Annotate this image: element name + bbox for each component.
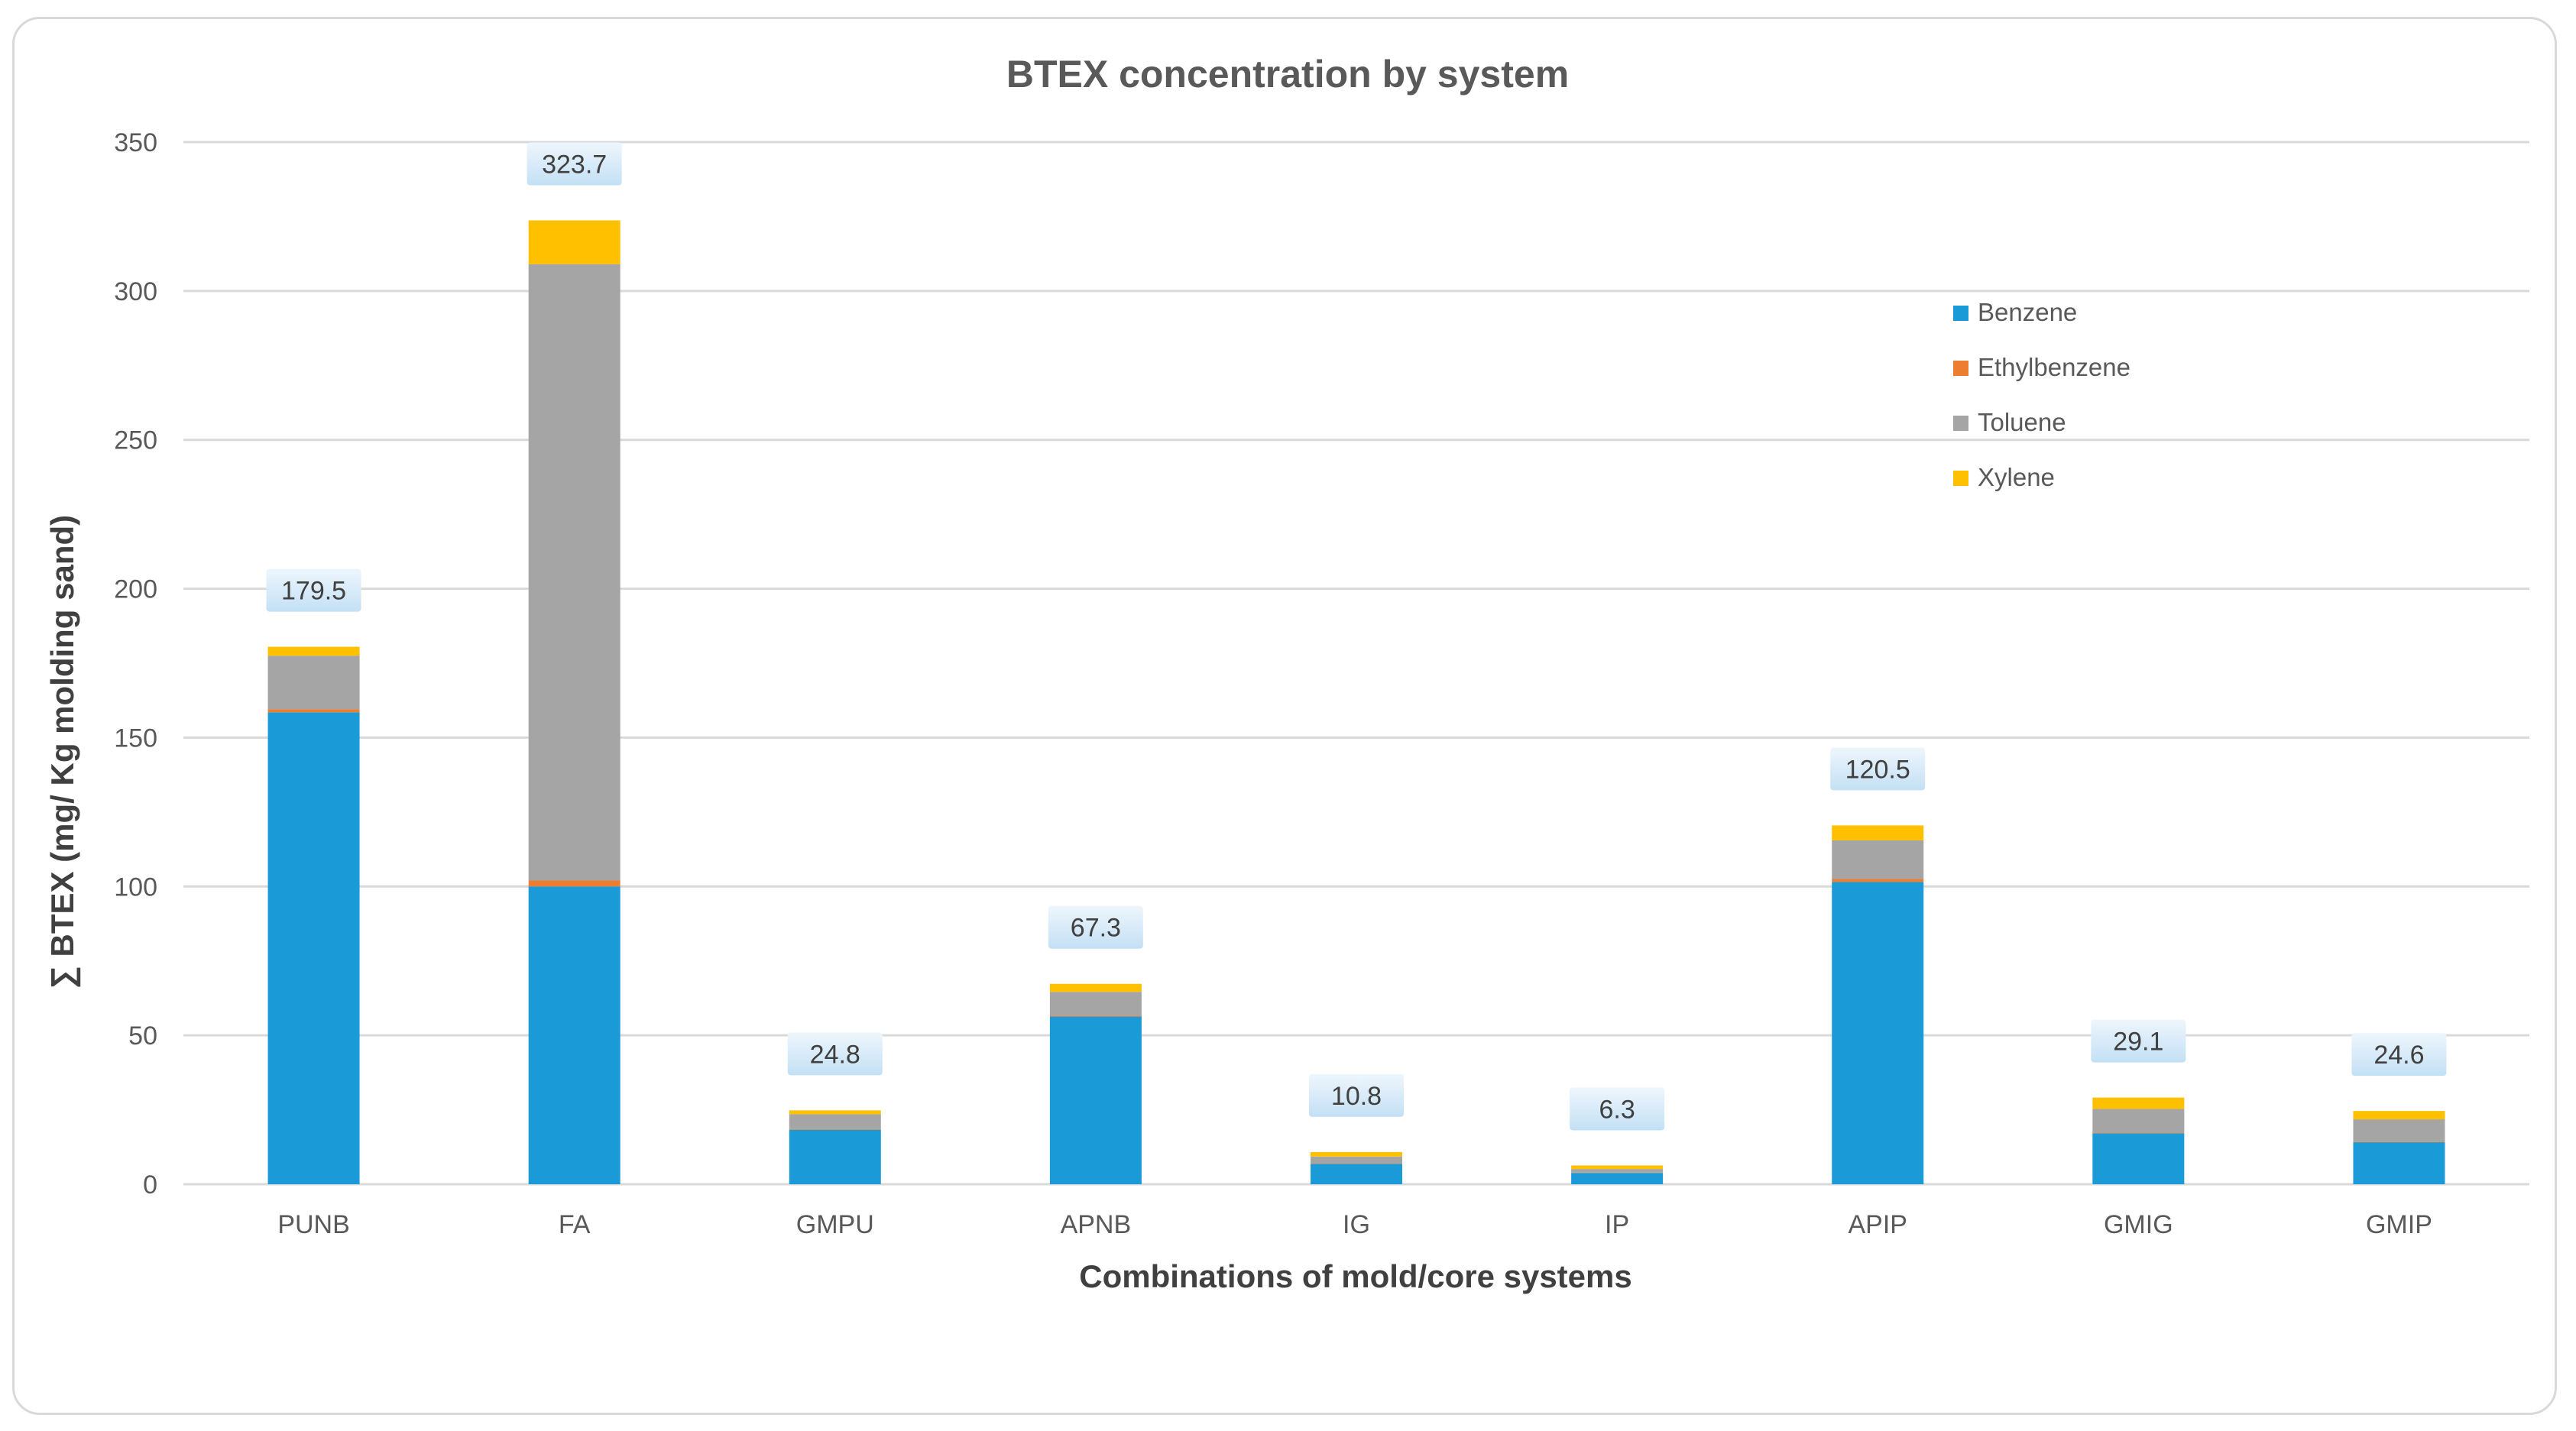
legend: Benzene Ethylbenzene Toluene Xylene [1953, 298, 2130, 491]
bar-gmpu-toluene [789, 1114, 881, 1129]
data-label-fa: 323.7 [542, 150, 607, 179]
legend-label-xylene: Xylene [1978, 463, 2055, 491]
bar-gmig-ethylbenzene [2092, 1132, 2185, 1134]
y-tick-label-200: 200 [114, 575, 157, 604]
bar-ip-toluene [1571, 1169, 1664, 1173]
bar-gmig-xylene [2092, 1097, 2185, 1109]
x-axis-title: Combinations of mold/core systems [1079, 1258, 1631, 1294]
bar-ig-xylene [1311, 1151, 1402, 1157]
y-tick-label-300: 300 [114, 277, 157, 306]
y-tick-label-0: 0 [143, 1170, 157, 1200]
x-tick-label-ip: IP [1605, 1210, 1629, 1239]
data-label-ip: 6.3 [1599, 1095, 1635, 1124]
y-tick-label-350: 350 [114, 128, 157, 157]
bar-gmip-benzene [2353, 1142, 2445, 1184]
bar-gmip-toluene [2353, 1119, 2445, 1142]
bar-apnb-ethylbenzene [1049, 1015, 1142, 1017]
y-axis-title: ∑ BTEX (mg/ Kg molding sand) [44, 515, 81, 989]
legend-swatch-benzene [1953, 306, 1968, 321]
data-label-ig: 10.8 [1331, 1082, 1382, 1111]
bar-gmpu-xylene [789, 1110, 881, 1115]
data-label-box-apip [1830, 747, 1926, 791]
bar-punb-xylene [267, 646, 360, 656]
bar-gmip-ethylbenzene [2353, 1141, 2445, 1143]
data-label-box-fa [527, 142, 622, 186]
bar-apnb-benzene [1049, 1016, 1142, 1184]
x-tick-label-punb: PUNB [277, 1210, 349, 1239]
data-label-box-ip [1570, 1087, 1665, 1131]
bar-apnb-xylene [1049, 983, 1142, 992]
bar-ig-benzene [1311, 1164, 1402, 1184]
bar-gmpu-benzene [789, 1129, 881, 1184]
data-label-apip: 120.5 [1845, 755, 1910, 784]
x-tick-label-gmig: GMIG [2104, 1210, 2173, 1239]
x-tick-label-apnb: APNB [1061, 1210, 1132, 1239]
bar-fa-ethylbenzene [528, 880, 621, 887]
legend-label-ethylbenzene: Ethylbenzene [1978, 353, 2130, 381]
data-label-box-punb [266, 568, 361, 612]
bar-fa-xylene [528, 220, 621, 264]
bar-fa-benzene [528, 886, 621, 1184]
legend-swatch-ethylbenzene [1953, 361, 1968, 376]
bar-apnb-toluene [1049, 992, 1142, 1016]
bar-apip-benzene [1832, 882, 1924, 1184]
data-label-gmip: 24.6 [2373, 1041, 2424, 1070]
legend-swatch-toluene [1953, 416, 1968, 431]
legend-swatch-xylene [1953, 471, 1968, 486]
bar-punb-toluene [267, 656, 360, 710]
y-tick-label-100: 100 [114, 873, 157, 902]
bar-punb-benzene [267, 712, 360, 1184]
data-label-box-apnb [1048, 905, 1143, 949]
bar-stacks [267, 220, 2445, 1184]
chart-title: BTEX concentration by system [1006, 53, 1569, 96]
bar-apip-toluene [1832, 840, 1924, 879]
bar-punb-ethylbenzene [267, 709, 360, 713]
bar-apip-ethylbenzene [1832, 879, 1924, 882]
x-tick-label-gmpu: GMPU [796, 1210, 874, 1239]
bar-gmpu-ethylbenzene [789, 1128, 881, 1130]
bar-apip-xylene [1832, 825, 1924, 840]
y-tick-label-50: 50 [128, 1021, 157, 1051]
x-tick-label-fa: FA [559, 1210, 591, 1239]
legend-label-benzene: Benzene [1978, 298, 2077, 326]
legend-label-toluene: Toluene [1978, 408, 2066, 436]
y-tick-label-150: 150 [114, 724, 157, 753]
bar-ip-xylene [1571, 1165, 1664, 1170]
bar-ig-toluene [1311, 1156, 1402, 1164]
total-data-labels: 179.5 323.7 24.8 67.3 10.8 6.3 120.5 29.1 24.6 [266, 142, 2447, 1131]
data-label-apnb: 67.3 [1071, 914, 1121, 943]
data-label-gmig: 29.1 [2113, 1028, 2163, 1057]
y-tick-label-250: 250 [114, 426, 157, 455]
data-label-box-gmpu [787, 1032, 883, 1076]
x-tick-label-apip: APIP [1848, 1210, 1907, 1239]
data-label-box-gmig [2091, 1019, 2186, 1063]
bar-fa-toluene [528, 264, 621, 881]
bar-gmig-benzene [2092, 1133, 2185, 1184]
x-tick-label-gmip: GMIP [2366, 1210, 2432, 1239]
bar-gmig-toluene [2092, 1109, 2185, 1133]
bar-ip-benzene [1571, 1173, 1664, 1184]
data-label-gmpu: 24.8 [810, 1040, 860, 1069]
bar-gmip-xylene [2353, 1111, 2445, 1120]
x-axis-tick-labels: PUNB FA GMPU APNB IG IP APIP GMIG GMIP [277, 1210, 2432, 1239]
x-tick-label-ig: IG [1343, 1210, 1370, 1239]
y-axis-tick-labels: 0 50 100 150 200 250 300 350 [114, 128, 157, 1200]
data-label-punb: 179.5 [281, 577, 346, 606]
data-label-box-gmip [2351, 1033, 2447, 1076]
data-label-box-ig [1309, 1073, 1404, 1117]
